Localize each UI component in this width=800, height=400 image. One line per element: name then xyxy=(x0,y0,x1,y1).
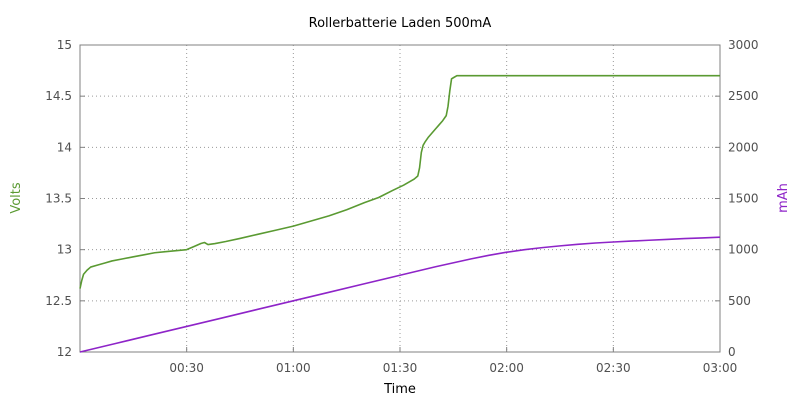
y-right-tick-label: 0 xyxy=(728,345,736,359)
y-left-tick-label: 14 xyxy=(57,140,72,154)
x-tick-label: 02:00 xyxy=(489,361,524,375)
volts-series-line xyxy=(79,74,720,289)
x-axis-label: Time xyxy=(383,382,416,397)
y-axis-right-label: mAh xyxy=(776,183,791,213)
x-tick-label: 02:30 xyxy=(596,361,631,375)
x-tick-label: 00:30 xyxy=(169,361,204,375)
y-right-tick-label: 2000 xyxy=(728,140,759,154)
y-left-tick-label: 13 xyxy=(57,243,72,257)
x-tick-label: 01:00 xyxy=(276,361,311,375)
grid xyxy=(80,45,720,352)
mah-series-line xyxy=(79,236,721,353)
y-right-tick-label: 1500 xyxy=(728,192,759,206)
y-left-tick-label: 13.5 xyxy=(45,192,72,206)
y-axis-left-label: Volts xyxy=(9,182,24,214)
x-tick-label: 03:00 xyxy=(703,361,738,375)
series-lines xyxy=(79,74,721,353)
y-left-tick-label: 14.5 xyxy=(45,89,72,103)
y-left-tick-label: 15 xyxy=(57,38,72,52)
axis-ticks: 12 12.5 13 13.5 14 14.5 15 0 500 1000 1500 2000 2500… xyxy=(45,38,758,375)
y-right-tick-label: 2500 xyxy=(728,89,759,103)
x-tick-label: 01:30 xyxy=(383,361,418,375)
y-right-tick-label: 3000 xyxy=(728,38,759,52)
y-right-tick-label: 500 xyxy=(728,294,751,308)
y-right-tick-label: 1000 xyxy=(728,243,759,257)
chart-title: Rollerbatterie Laden 500mA xyxy=(309,16,492,31)
y-left-tick-label: 12 xyxy=(57,345,72,359)
y-left-tick-label: 12.5 xyxy=(45,294,72,308)
